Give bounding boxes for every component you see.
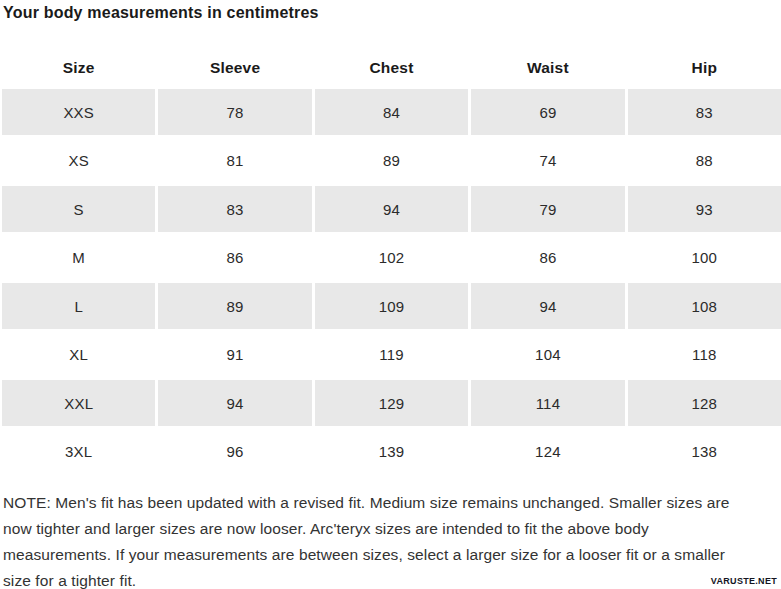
table-row-xs: XS 81 89 74 88 bbox=[2, 138, 781, 184]
value-cell: 119 bbox=[315, 332, 468, 378]
size-cell: XS bbox=[2, 138, 155, 184]
note-line: size for a tighter fit. bbox=[3, 568, 781, 589]
size-cell: L bbox=[2, 283, 155, 329]
value-cell: 74 bbox=[471, 138, 624, 184]
note-line: now tighter and larger sizes are now loo… bbox=[3, 516, 781, 542]
table-row-s: S 83 94 79 93 bbox=[2, 186, 781, 232]
table-row-xl: XL 91 119 104 118 bbox=[2, 332, 781, 378]
table-row-l: L 89 109 94 108 bbox=[2, 283, 781, 329]
value-cell: 124 bbox=[471, 429, 624, 475]
table-row-xxl: XXL 94 129 114 128 bbox=[2, 380, 781, 426]
value-cell: 94 bbox=[471, 283, 624, 329]
note-line: NOTE: Men's fit has been updated with a … bbox=[3, 490, 781, 516]
column-header-hip: Hip bbox=[628, 48, 781, 88]
table-header-row: Size Sleeve Chest Waist Hip bbox=[2, 48, 781, 88]
table-row-m: M 86 102 86 100 bbox=[2, 235, 781, 281]
value-cell: 100 bbox=[628, 235, 781, 281]
table-row-3xl: 3XL 96 139 124 138 bbox=[2, 429, 781, 475]
value-cell: 93 bbox=[628, 186, 781, 232]
value-cell: 104 bbox=[471, 332, 624, 378]
size-cell: XXS bbox=[2, 89, 155, 135]
value-cell: 83 bbox=[628, 89, 781, 135]
value-cell: 118 bbox=[628, 332, 781, 378]
table-row-xxs: XXS 78 84 69 83 bbox=[2, 89, 781, 135]
size-cell: S bbox=[2, 186, 155, 232]
value-cell: 139 bbox=[315, 429, 468, 475]
value-cell: 102 bbox=[315, 235, 468, 281]
value-cell: 86 bbox=[158, 235, 311, 281]
size-chart-page: Your body measurements in centimetres Si… bbox=[0, 3, 781, 589]
value-cell: 94 bbox=[158, 380, 311, 426]
size-cell: M bbox=[2, 235, 155, 281]
value-cell: 81 bbox=[158, 138, 311, 184]
value-cell: 78 bbox=[158, 89, 311, 135]
value-cell: 128 bbox=[628, 380, 781, 426]
measurements-table: Size Sleeve Chest Waist Hip XXS 78 84 69… bbox=[2, 48, 781, 475]
note-line: measurements. If your measurements are b… bbox=[3, 542, 781, 568]
value-cell: 129 bbox=[315, 380, 468, 426]
column-header-waist: Waist bbox=[471, 48, 624, 88]
value-cell: 89 bbox=[158, 283, 311, 329]
value-cell: 88 bbox=[628, 138, 781, 184]
varuste-net-watermark: VARUSTE.NET bbox=[711, 576, 777, 586]
value-cell: 138 bbox=[628, 429, 781, 475]
value-cell: 96 bbox=[158, 429, 311, 475]
value-cell: 109 bbox=[315, 283, 468, 329]
value-cell: 89 bbox=[315, 138, 468, 184]
value-cell: 69 bbox=[471, 89, 624, 135]
fit-note: NOTE: Men's fit has been updated with a … bbox=[3, 490, 781, 589]
value-cell: 79 bbox=[471, 186, 624, 232]
size-cell: XL bbox=[2, 332, 155, 378]
value-cell: 108 bbox=[628, 283, 781, 329]
size-cell: XXL bbox=[2, 380, 155, 426]
size-cell: 3XL bbox=[2, 429, 155, 475]
column-header-size: Size bbox=[2, 48, 155, 88]
column-header-sleeve: Sleeve bbox=[158, 48, 311, 88]
value-cell: 84 bbox=[315, 89, 468, 135]
value-cell: 91 bbox=[158, 332, 311, 378]
page-title: Your body measurements in centimetres bbox=[3, 3, 781, 22]
column-header-chest: Chest bbox=[315, 48, 468, 88]
value-cell: 83 bbox=[158, 186, 311, 232]
value-cell: 94 bbox=[315, 186, 468, 232]
value-cell: 114 bbox=[471, 380, 624, 426]
value-cell: 86 bbox=[471, 235, 624, 281]
